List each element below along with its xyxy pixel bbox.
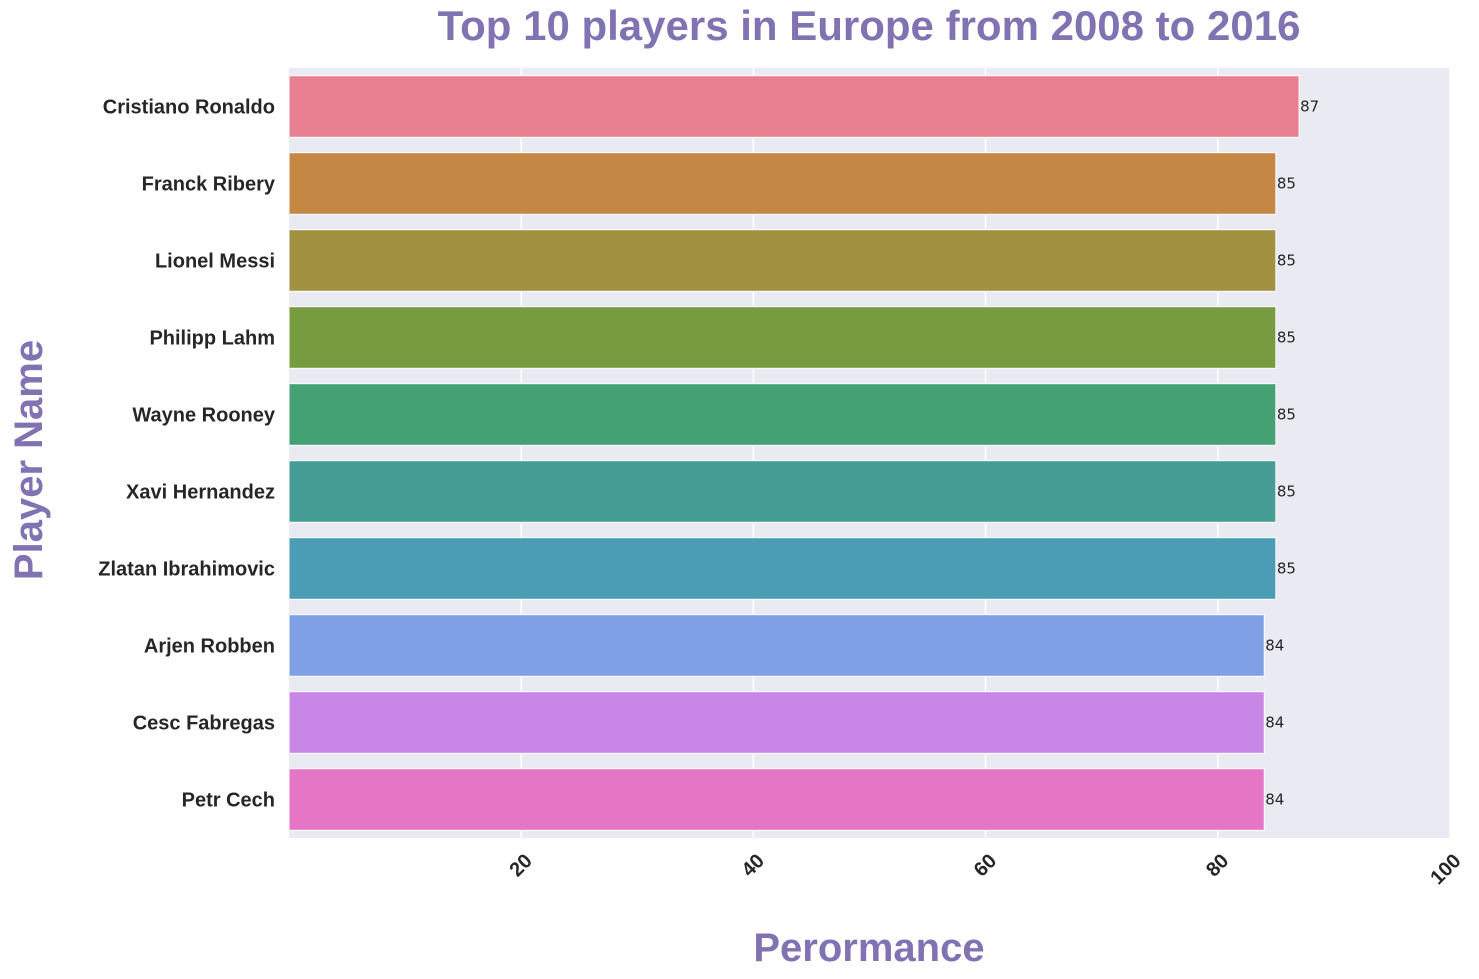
bar [288, 306, 1277, 369]
data-label: 84 [1265, 714, 1284, 732]
data-label: 85 [1277, 483, 1296, 501]
y-tick-label: Franck Ribery [142, 174, 276, 196]
bar [288, 691, 1265, 754]
x-tick-labels: 20 40 60 80 100 [505, 850, 1465, 889]
y-tick-label: Cesc Fabregas [133, 713, 275, 735]
bar [288, 614, 1265, 677]
y-axis-label: Player Name [7, 340, 51, 580]
y-tick-label: Zlatan Ibrahimovic [98, 559, 275, 581]
y-tick-label: Petr Cech [182, 790, 275, 812]
bar [288, 75, 1300, 138]
y-tick-label: Arjen Robben [144, 636, 275, 658]
bar [288, 229, 1277, 292]
bar [288, 537, 1277, 600]
data-label: 84 [1265, 637, 1284, 655]
x-tick-label: 60 [970, 850, 1001, 881]
x-tick-label: 80 [1202, 850, 1233, 881]
data-label: 84 [1265, 791, 1284, 809]
chart-title: Top 10 players in Europe from 2008 to 20… [438, 2, 1301, 49]
data-label: 85 [1277, 175, 1296, 193]
data-label: 85 [1277, 560, 1296, 578]
data-label: 85 [1277, 252, 1296, 270]
y-tick-label: Lionel Messi [155, 251, 275, 273]
data-label: 85 [1277, 406, 1296, 424]
bars [288, 75, 1300, 831]
y-tick-label: Philipp Lahm [149, 328, 275, 350]
y-tick-label: Wayne Rooney [132, 405, 275, 427]
bar [288, 383, 1277, 446]
y-tick-label: Xavi Hernandez [126, 482, 275, 504]
y-tick-label: Cristiano Ronaldo [103, 97, 275, 119]
data-labels: 87 85 85 85 85 85 85 84 84 84 [1265, 98, 1319, 809]
bar [288, 152, 1277, 215]
x-tick-label: 40 [738, 850, 769, 881]
x-tick-label: 20 [505, 850, 536, 881]
bar [288, 768, 1265, 831]
x-tick-label: 100 [1426, 850, 1465, 889]
data-label: 87 [1300, 98, 1319, 116]
y-tick-labels: Cristiano Ronaldo Franck Ribery Lionel Mes… [98, 97, 276, 812]
bar [288, 460, 1277, 523]
data-label: 85 [1277, 329, 1296, 347]
x-axis-label: Perormance [753, 926, 984, 970]
